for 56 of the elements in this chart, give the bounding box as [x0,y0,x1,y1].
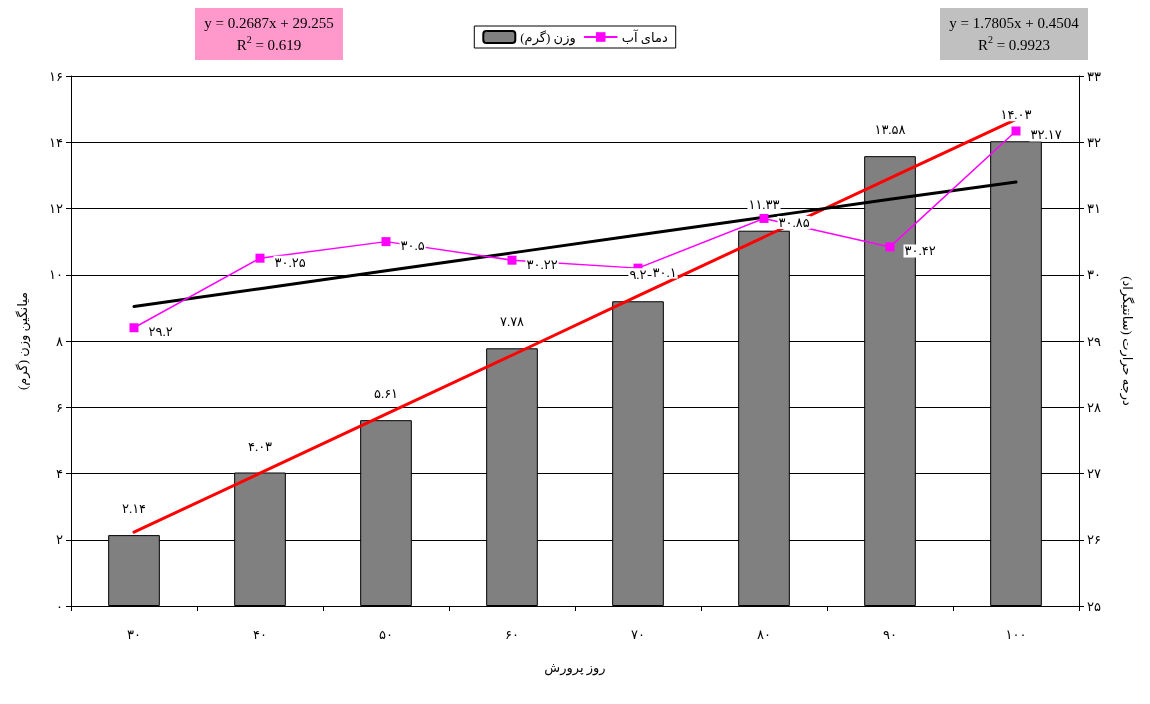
data-label: ۳۰.۲۵ [274,254,306,270]
y2-tick-label: ۳۰ [1087,267,1101,283]
y-tick-label: ۲ [56,532,64,548]
y-axis-title: میانگین وزن (گرم) [15,291,31,391]
x-tick-label: ۸۰ [757,627,771,642]
y-tick-label: ۶ [56,399,63,415]
data-label: ۷.۷۸ [499,314,525,330]
data-label: ۳۰.۵ [400,238,425,254]
text: y = 0.2687x + 29.255 [204,15,334,31]
y2-axis-title: درجه حرارت (سانتیگراد) [1119,276,1135,407]
data-label: ۳۰.۴۲ [904,243,936,259]
x-tick-label: ۱۰۰ [1005,627,1027,642]
x-axis-title: روز پرورش [544,660,606,676]
y-tick-label: ۱۲ [49,201,64,216]
legend-label: وزن (گرم) [520,29,576,46]
y-tick-label: ۴ [56,466,64,481]
x-tick-label: ۷۰ [631,627,645,642]
point [759,213,769,223]
data-label: ۵.۶۱ [373,386,399,402]
text: y = 1.7805x + 0.4504 [949,15,1080,31]
point [255,253,265,263]
point [885,242,895,252]
data-label: ۴.۰۳ [247,438,273,454]
data-label: ۲۹.۲ [148,324,173,340]
data-label: ۱۳.۵۸ [874,122,906,138]
y2-tick-label: ۲۵ [1087,598,1101,614]
y2-tick-label: ۳۱ [1087,201,1101,216]
x-tick-label: ۳۰ [127,627,141,642]
point [507,255,517,265]
y2-tick-label: ۲۶ [1087,532,1101,548]
y-tick-label: ۱۰ [49,267,63,283]
data-label: ۳۲.۱۷ [1030,127,1062,143]
point [129,323,139,333]
legend-label: دمای آب [621,28,668,45]
y2-tick-label: ۲۸ [1087,399,1101,415]
data-label: ۹.۲ [629,267,647,283]
x-tick-label: ۶۰ [505,627,519,642]
data-label: ۳۰.۸۵ [778,214,810,230]
data-label: ۳۰.۲۲ [526,256,558,272]
y-tick-label: ۱۴ [49,134,64,150]
data-label: ۲.۱۴ [121,501,147,517]
data-label: ۱۱.۳۳ [748,196,780,212]
y-tick-label: ۱۶ [49,68,63,84]
y-tick-label: ۸ [56,333,64,349]
x-tick-label: ۵۰ [379,627,393,642]
y2-tick-label: ۲۷ [1087,466,1101,481]
y2-tick-label: ۲۹ [1087,333,1101,349]
point [381,237,391,247]
y-tick-label: ۰ [56,598,63,614]
y2-tick-label: ۳۳ [1087,68,1101,84]
y2-tick-label: ۳۲ [1087,134,1101,150]
point [1011,126,1021,136]
x-tick-label: ۴۰ [253,627,267,642]
data-label: ۱۴.۰۳ [1000,107,1032,123]
x-tick-label: ۹۰ [883,627,897,642]
data-label: ۳۰.۱ [652,264,677,280]
